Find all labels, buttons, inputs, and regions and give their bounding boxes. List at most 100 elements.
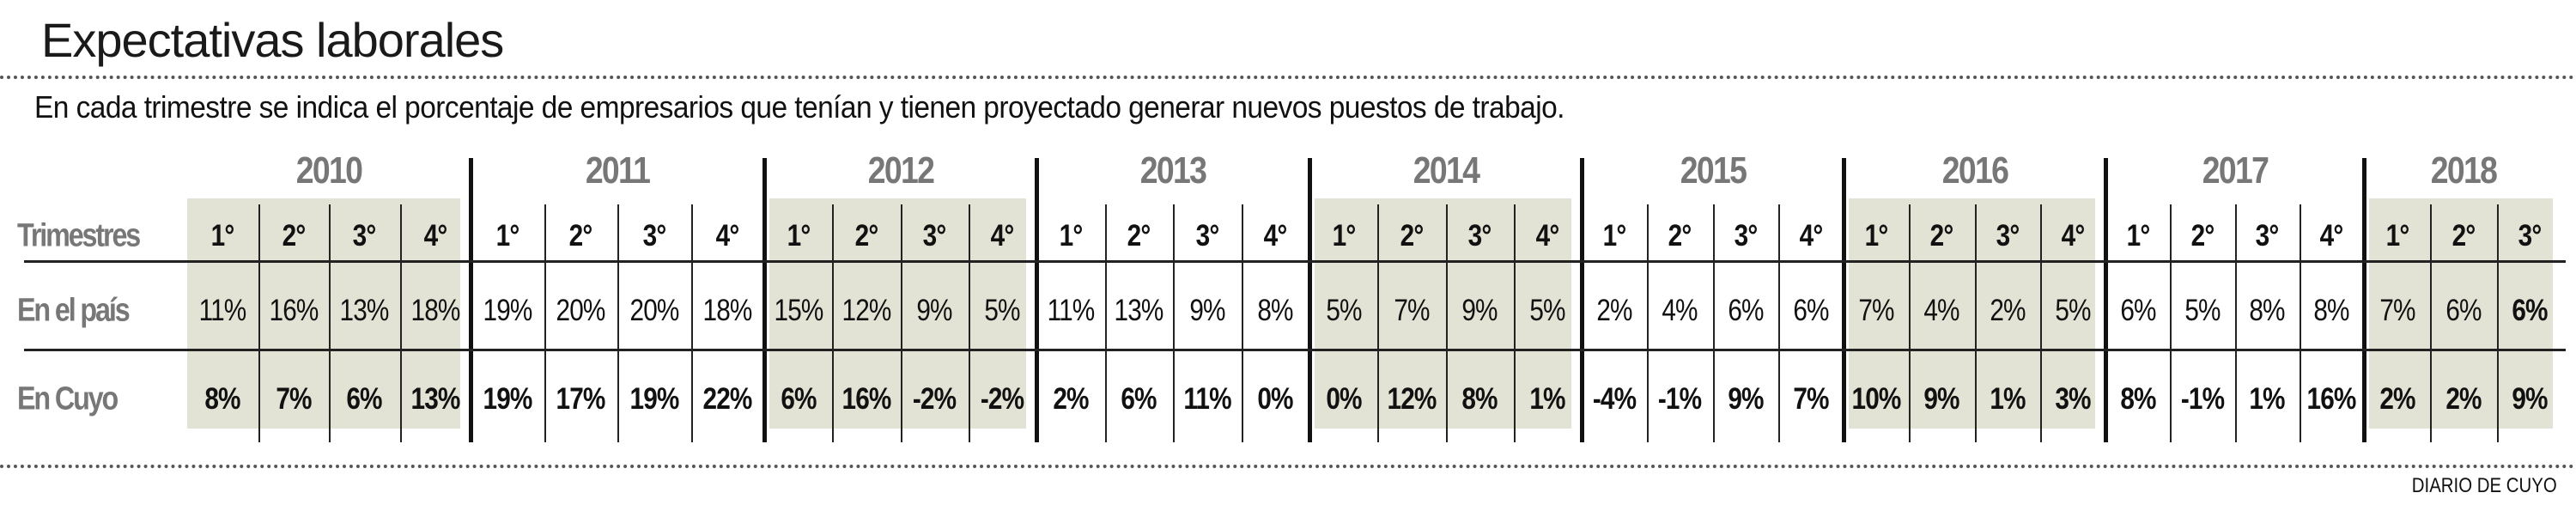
column-divider [2496,204,2499,442]
cuyo-value: -4% [1592,382,1637,416]
pais-value: 12% [841,294,891,327]
cuyo-value: 3% [2055,382,2091,416]
pais-value: 18% [410,294,460,327]
quarter-header: 4° [423,219,447,252]
year-label: 2010 [295,149,363,192]
pais-value: 2% [1596,294,1632,327]
cuyo-value: 16% [2306,382,2357,416]
quarter-header: 2° [1930,219,1954,252]
column-divider [544,204,546,442]
quarter-header: 4° [1263,219,1288,252]
cuyo-value: 11% [1183,382,1231,416]
year-label: 2015 [1680,149,1747,192]
cuyo-value: 7% [276,382,312,416]
cuyo-value: 10% [1851,382,1902,416]
quarter-header: 3° [1467,219,1492,252]
column-divider [258,204,260,442]
pais-value: 6% [2119,294,2156,327]
column-divider [832,204,835,442]
year-label: 2014 [1413,149,1479,192]
quarter-header: 3° [1195,219,1219,252]
cuyo-value: 2% [1053,382,1089,416]
row-rule [24,349,2566,351]
cuyo-value: 19% [483,382,532,416]
header-rule [24,260,2566,263]
pais-value: 15% [774,294,823,327]
year-label: 2017 [2202,149,2269,192]
quarter-header: 2° [568,219,593,252]
quarter-header: 1° [787,219,811,252]
pais-value: 13% [339,294,390,327]
pais-value: 5% [1325,294,1362,327]
year-divider [1580,158,1584,442]
column-divider [1104,204,1107,442]
source-credit: DIARIO DE CUYO [2412,474,2557,497]
cuyo-value: 7% [1793,382,1829,416]
column-divider [900,204,902,442]
quarter-header: 1° [2385,219,2409,252]
quarter-header: 1° [1864,219,1889,252]
cuyo-value: 9% [1727,382,1764,416]
pais-value: 4% [1662,294,1698,327]
pais-value: 13% [1114,294,1164,327]
pais-value: 20% [556,294,606,327]
pais-value: 6% [2445,294,2482,327]
year-divider [1842,158,1846,442]
column-divider [1777,204,1780,442]
pais-value: 5% [984,294,1021,327]
quarter-header: 4° [715,219,740,252]
pais-value: 4% [1923,294,1960,327]
column-divider [2234,204,2237,442]
cuyo-value: 1% [1529,382,1566,416]
column-divider [968,204,970,442]
column-divider [1909,204,1911,442]
quarter-header: 1° [1059,219,1083,252]
quarter-header: 1° [495,219,519,252]
pais-value: 19% [483,294,532,327]
cuyo-value: 1% [2249,382,2285,416]
cuyo-value: 6% [1121,382,1157,416]
column-divider [2299,204,2301,442]
quarter-header: 3° [1734,219,1758,252]
quarter-header: 2° [1668,219,1692,252]
year-label: 2013 [1139,149,1207,192]
column-divider [329,204,331,442]
pais-value: 6% [1793,294,1829,327]
pais-value: 8% [2313,294,2350,327]
cuyo-value: 8% [204,382,241,416]
year-shading [769,198,1026,429]
pais-value: 5% [2055,294,2091,327]
year-divider [1035,158,1039,442]
column-divider [1712,204,1715,442]
cuyo-value: -1% [1658,382,1702,416]
quarter-header: 3° [1996,219,2020,252]
pais-value: 8% [1257,294,1294,327]
year-divider [469,158,473,442]
year-label: 2011 [585,149,651,192]
column-divider [2039,204,2042,442]
pais-value: 2% [1989,294,2026,327]
column-divider [2170,204,2172,442]
cuyo-value: 8% [2119,382,2156,416]
quarter-header: 4° [1536,219,1560,252]
pais-value: 9% [1189,294,1225,327]
cuyo-value: 1% [1989,382,2026,416]
pais-value: 18% [702,294,753,327]
cuyo-value: 9% [2512,382,2549,416]
cuyo-value: 0% [1325,382,1362,416]
pais-value: 6% [1727,294,1764,327]
cuyo-value: 9% [1923,382,1960,416]
pais-value: 8% [2249,294,2285,327]
year-label: 2016 [1941,149,2008,192]
cuyo-value: 17% [556,382,606,416]
quarter-header: 3° [642,219,666,252]
pais-value: 11% [1047,294,1095,327]
cuyo-value: 0% [1257,382,1294,416]
cuyo-value: 12% [1387,382,1437,416]
pais-value: 7% [1394,294,1430,327]
year-divider [2104,158,2108,442]
pais-value: 7% [1858,294,1894,327]
column-divider [1974,204,1977,442]
column-divider [1173,204,1175,442]
cuyo-value: 19% [629,382,679,416]
